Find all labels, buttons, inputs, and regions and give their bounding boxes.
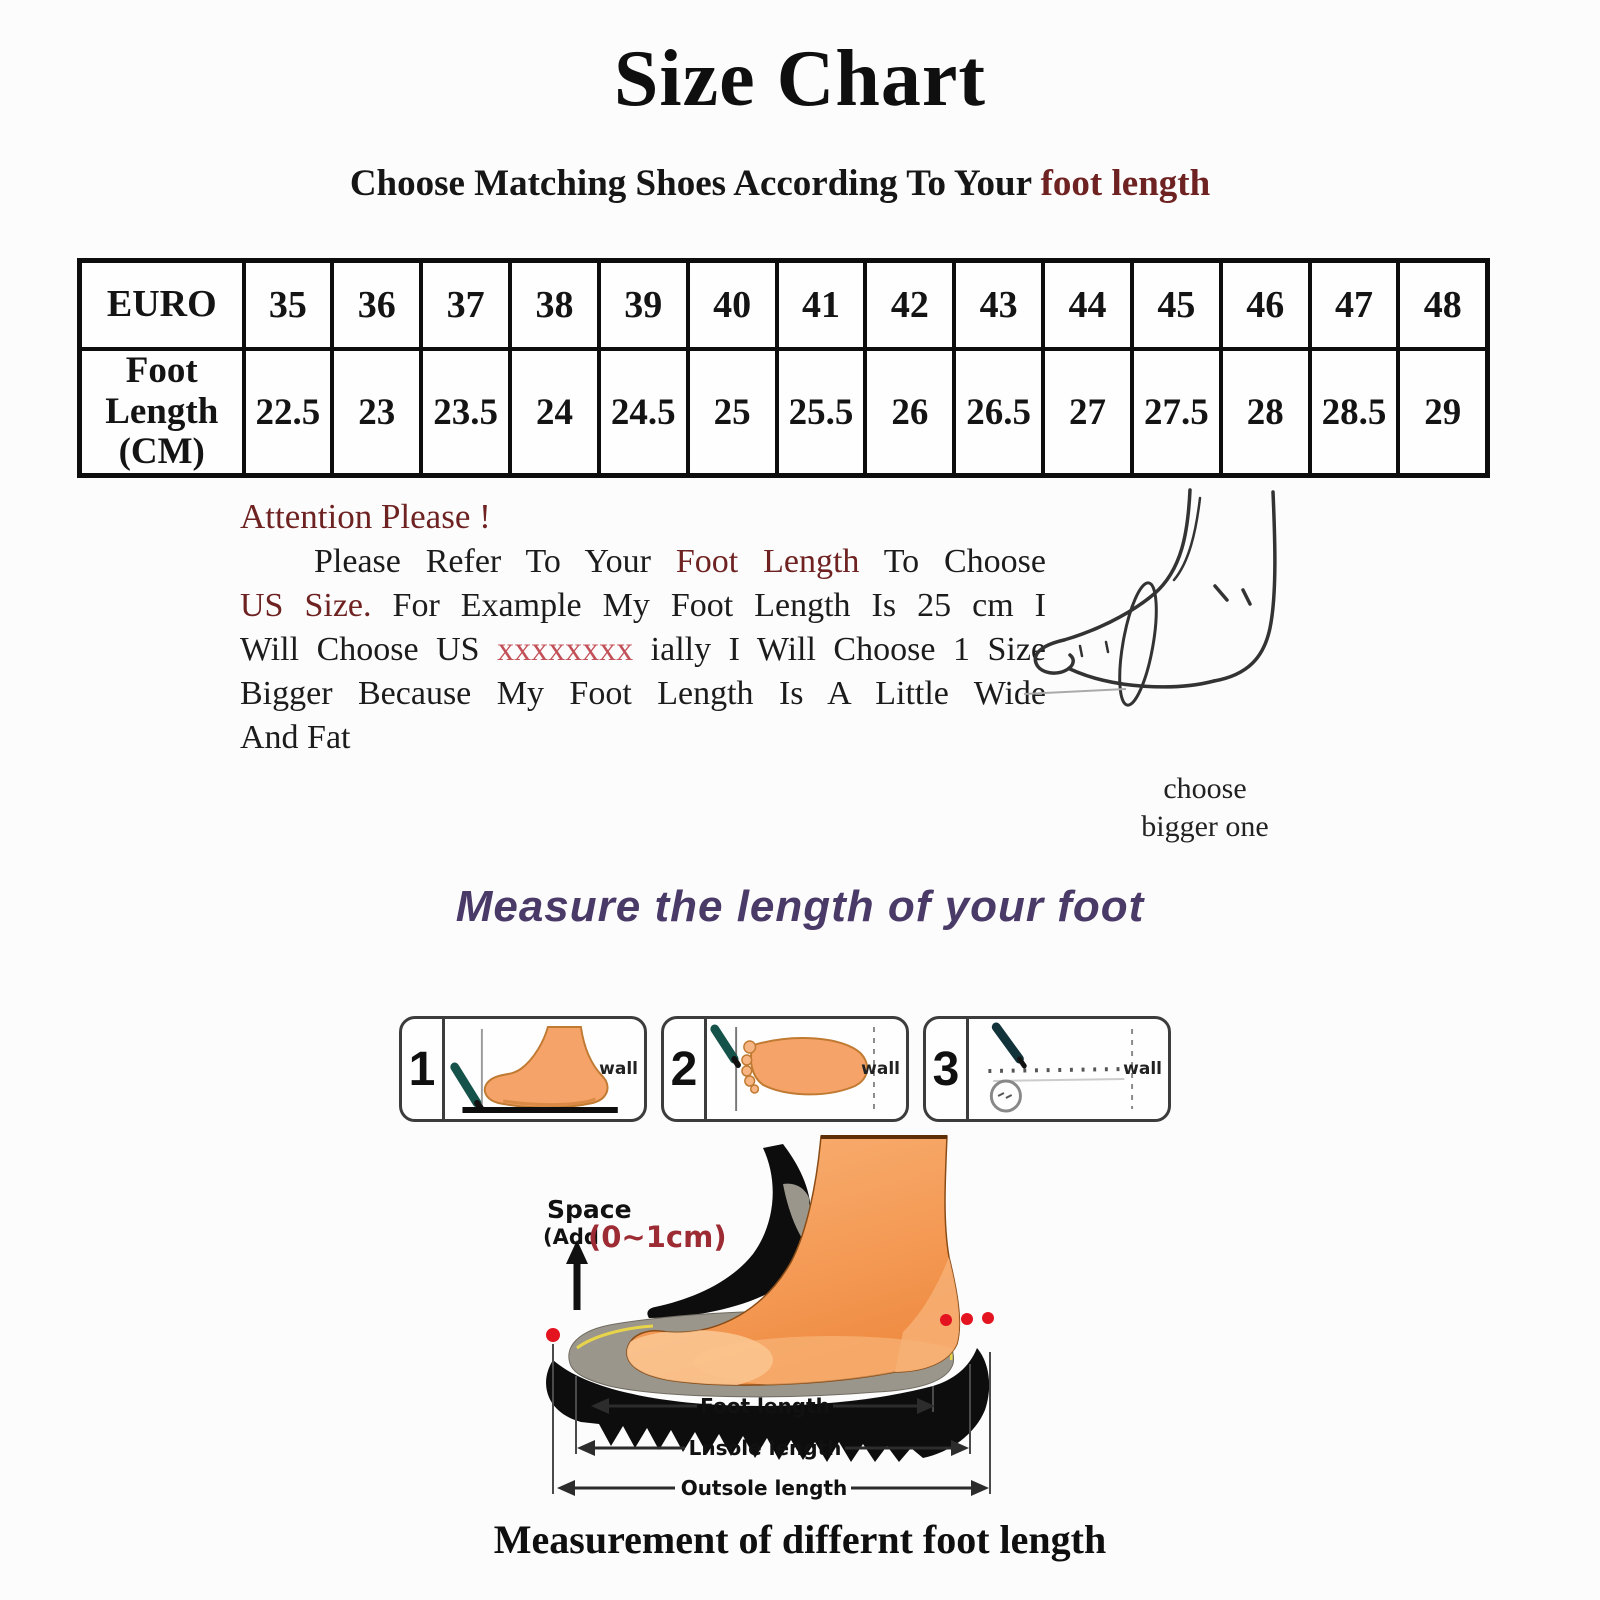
foot-length-cell: 24 [508,347,601,478]
euro-size-cell: 35 [241,258,335,351]
euro-size-cell: 44 [1041,258,1134,351]
foot-length-label: Foot length [700,1394,830,1418]
wall-label: wall [599,1059,638,1079]
foot-length-cell: 26.5 [952,347,1046,478]
foot-length-cell: 28 [1218,347,1312,478]
outsole-length-arrow [557,1480,989,1496]
shoe-collar-shape [647,1144,812,1318]
space-label: Space [547,1195,632,1224]
measure-line-icon [988,1022,1134,1113]
step-number: 2 [664,1019,707,1119]
measure-heading: Measure the length of your foot [455,882,1145,931]
red-dot [940,1314,952,1326]
foot-sketch-icon [1023,488,1277,707]
attention-block: Attention Please ! Please Refer To Your … [240,497,1046,763]
foot-shading [626,1257,960,1386]
measure-guides [552,1344,991,1494]
euro-size-cell: 38 [508,258,601,351]
euro-size-cell: 39 [596,258,690,351]
choose-note: choose bigger one [1141,772,1269,843]
foot-length-cell: 22.5 [241,347,335,478]
wall-label: wall [1123,1059,1162,1079]
foot-length-cell: 23 [330,347,424,478]
red-dot [982,1312,994,1324]
insole-edge-highlight [576,1324,654,1350]
page-title: Size Chart [613,35,987,123]
foot-length-cell: 23.5 [419,347,513,478]
step-panel-1: 1 wall [399,1016,647,1122]
foot-measure-diagram: Space (Add (0~1cm) Foot length [543,1135,994,1500]
space-range-label: (0~1cm) [588,1220,727,1254]
euro-size-cell: 41 [774,258,868,351]
foot-length-cell: 24.5 [596,347,690,478]
space-arrow-icon [566,1240,588,1310]
foot-length-cell: 29 [1396,347,1490,478]
red-dot [546,1328,560,1342]
foot-length-cell: 27 [1041,347,1134,478]
space-add-label: (Add [543,1225,599,1249]
foot-length-arrow [591,1398,935,1414]
euro-size-cell: 45 [1129,258,1223,351]
step-panel-2: 2 wall [661,1016,909,1122]
subtitle-highlight: foot length [1040,163,1211,204]
attention-line: Bigger Because My Foot Length Is A Littl… [240,675,1046,712]
euro-size-cell: 47 [1307,258,1401,351]
bottom-caption: Measurement of differnt foot length [493,1517,1107,1562]
foot-length-cell: 25.5 [774,347,868,478]
step-number: 3 [926,1019,969,1119]
step-number: 1 [402,1019,445,1119]
red-dot [961,1313,973,1325]
insole-length-label: Lnsole length [689,1436,842,1460]
euro-size-cell: 40 [685,258,779,351]
foot-length-row-header: Foot Length (CM) [77,347,246,478]
attention-line: Please Refer To Your Foot Length To Choo… [314,543,1046,580]
size-table: EURO 35 36 37 38 39 40 41 42 43 44 45 46… [77,258,1490,479]
attention-heading: Attention Please ! [240,497,491,536]
euro-row: EURO 35 36 37 38 39 40 41 42 43 44 45 46… [77,258,1490,351]
euro-size-cell: 36 [330,258,424,351]
attention-line: And Fat [240,719,351,756]
subtitle: Choose Matching Shoes According To Your … [0,162,1560,205]
wall-label: wall [861,1059,900,1079]
foot-side-icon [450,1026,618,1113]
pointer-line [1023,688,1127,695]
foot-top-icon [710,1024,875,1111]
euro-size-cell: 48 [1396,258,1490,351]
attention-line: Will Choose US xxxxxxxx ially I Will Cho… [240,631,1047,668]
euro-row-header: EURO [77,258,246,351]
foot-length-cell: 27.5 [1129,347,1223,478]
foot-length-row: Foot Length (CM) 22.5 23 23.5 24 24.5 25… [77,347,1490,478]
foot-length-cell: 28.5 [1307,347,1401,478]
euro-size-cell: 46 [1218,258,1312,351]
euro-size-cell: 42 [863,258,957,351]
outsole-shape [546,1348,990,1462]
subtitle-text: Choose Matching Shoes According To Your [349,163,1032,204]
outsole-length-label: Outsole length [681,1476,848,1500]
foot-length-cell: 26 [863,347,957,478]
step-panel-3: 3 wall [923,1016,1171,1122]
insole-length-arrow [577,1440,969,1456]
foot-length-cell: 25 [685,347,779,478]
euro-size-cell: 37 [419,258,513,351]
tape-measure-icon [989,1079,1022,1113]
euro-size-cell: 43 [952,258,1046,351]
attention-line: US Size. For Example My Foot Length Is 2… [240,587,1046,624]
measure-steps: 1 wall 2 [399,1016,1171,1122]
